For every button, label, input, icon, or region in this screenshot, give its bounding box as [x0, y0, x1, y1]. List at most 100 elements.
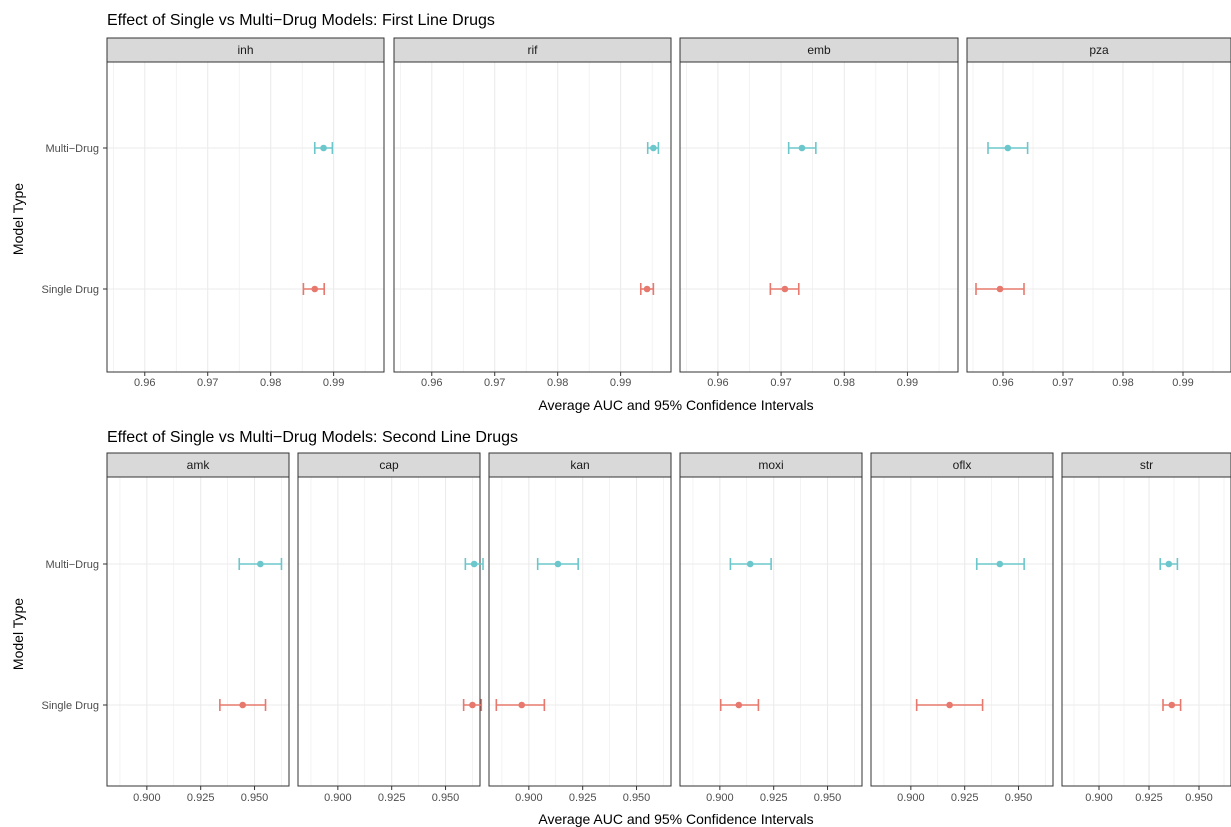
x-tick-label: 0.900 — [1085, 792, 1113, 804]
panel-border — [297, 476, 481, 787]
single-drug-point — [735, 701, 743, 709]
y-axis-title-second-line: Model Type — [10, 598, 26, 670]
multi-drug-point — [470, 560, 478, 568]
x-tick-label: 0.900 — [897, 792, 925, 804]
x-tick-label: 0.96 — [707, 377, 728, 389]
single-drug-point — [643, 285, 651, 293]
facet-strip-label: kan — [570, 458, 589, 472]
single-drug-point — [311, 285, 319, 293]
x-tick-label: 0.96 — [992, 377, 1013, 389]
facet-panel-emb: emb 0.96 0.97 0.98 0.99 — [679, 37, 959, 389]
x-tick-label: 0.900 — [324, 792, 352, 804]
panel-border — [870, 476, 1054, 787]
x-tick-label: 0.950 — [432, 792, 460, 804]
facet-strip-label: str — [1140, 458, 1153, 472]
multi-drug-point — [650, 144, 657, 152]
facet-panel-inh: inh 0.96 0.97 0.98 0.99 — [106, 37, 385, 389]
plot-background — [680, 62, 958, 372]
facet-strip — [393, 37, 672, 63]
y-tick-label: Single Drug — [42, 284, 99, 296]
facet-strip-label: pza — [1089, 43, 1109, 57]
panel-border — [1061, 476, 1231, 787]
panel-border — [488, 476, 672, 787]
y-tick-label: Multi−Drug — [46, 559, 100, 571]
facet-strip-label: rif — [528, 43, 539, 57]
x-tick-label: 0.925 — [760, 792, 788, 804]
plot-background — [107, 62, 384, 372]
facet-panel-amk: amk 0.900 0.925 0.950 — [106, 452, 290, 804]
single-drug-point — [781, 285, 789, 293]
facet-strip — [106, 37, 385, 63]
x-tick-label: 0.950 — [623, 792, 651, 804]
x-tick-label: 0.97 — [197, 377, 218, 389]
multi-drug-point — [798, 144, 806, 152]
x-tick-label: 0.925 — [569, 792, 597, 804]
single-drug-point — [946, 701, 953, 709]
single-drug-point — [239, 701, 246, 709]
y-tick-label: Single Drug — [42, 700, 99, 712]
x-tick-label: 0.950 — [1185, 792, 1213, 804]
panel-border — [966, 61, 1231, 373]
x-tick-label: 0.925 — [187, 792, 215, 804]
x-tick-label: 0.950 — [1005, 792, 1033, 804]
multi-drug-point — [257, 560, 264, 568]
x-tick-label: 0.99 — [323, 377, 344, 389]
facet-panel-rif: rif 0.96 0.97 0.98 0.99 — [393, 37, 672, 389]
facet-strip — [966, 37, 1231, 63]
facet-strip-label: oflx — [953, 458, 972, 472]
facet-strip-label: inh — [237, 43, 253, 57]
x-tick-label: 0.99 — [610, 377, 631, 389]
multi-drug-point — [996, 560, 1004, 568]
x-tick-label: 0.925 — [951, 792, 979, 804]
x-tick-label: 0.950 — [241, 792, 269, 804]
facet-panel-pza: pza 0.96 0.97 0.98 0.99 — [966, 37, 1231, 389]
x-axis-title-second-line: Average AUC and 95% Confidence Intervals — [538, 811, 813, 827]
facet-panel-moxi: moxi 0.900 0.925 0.950 — [679, 452, 863, 804]
panel-border — [679, 61, 959, 373]
facet-strip — [679, 452, 863, 478]
x-tick-label: 0.99 — [897, 377, 918, 389]
facet-panel-oflx: oflx 0.900 0.925 0.950 — [870, 452, 1054, 804]
chart-title-second-line: Effect of Single vs Multi−Drug Models: S… — [107, 429, 518, 446]
plot-background — [107, 477, 289, 786]
x-tick-label: 0.96 — [421, 377, 442, 389]
plot-background — [298, 477, 480, 786]
single-drug-point — [469, 701, 476, 709]
y-axis-title-first-line: Model Type — [10, 183, 26, 255]
facet-strip — [1061, 452, 1231, 478]
plot-background — [1062, 477, 1231, 786]
plot-background — [871, 477, 1053, 786]
x-tick-label: 0.98 — [547, 377, 568, 389]
panel-border — [106, 61, 385, 373]
facet-panel-str: str 0.900 0.925 0.950 — [1061, 452, 1231, 804]
x-tick-label: 0.950 — [814, 792, 842, 804]
x-tick-label: 0.99 — [1172, 377, 1193, 389]
plot-background — [967, 62, 1231, 372]
x-tick-label: 0.900 — [706, 792, 734, 804]
multi-drug-point — [554, 560, 562, 568]
panel-border — [679, 476, 863, 787]
x-tick-label: 0.925 — [1135, 792, 1163, 804]
x-tick-label: 0.98 — [834, 377, 855, 389]
single-drug-point — [518, 701, 526, 709]
facet-panel-kan: kan 0.900 0.925 0.950 — [488, 452, 672, 804]
plot-background — [680, 477, 862, 786]
panel-border — [393, 61, 672, 373]
x-tick-label: 0.98 — [1112, 377, 1133, 389]
multi-drug-point — [1165, 560, 1173, 568]
x-tick-label: 0.97 — [484, 377, 505, 389]
plot-background — [489, 477, 671, 786]
facet-strip — [870, 452, 1054, 478]
facet-strip-label: amk — [187, 458, 211, 472]
facet-strip-label: moxi — [758, 458, 783, 472]
x-tick-label: 0.900 — [133, 792, 161, 804]
x-tick-label: 0.900 — [515, 792, 543, 804]
x-tick-label: 0.98 — [260, 377, 281, 389]
x-tick-label: 0.97 — [1052, 377, 1073, 389]
multi-drug-point — [1004, 144, 1012, 152]
panel-border — [106, 476, 290, 787]
facet-strip — [106, 452, 290, 478]
facet-strip — [679, 37, 959, 63]
facet-strip-label: cap — [379, 458, 399, 472]
